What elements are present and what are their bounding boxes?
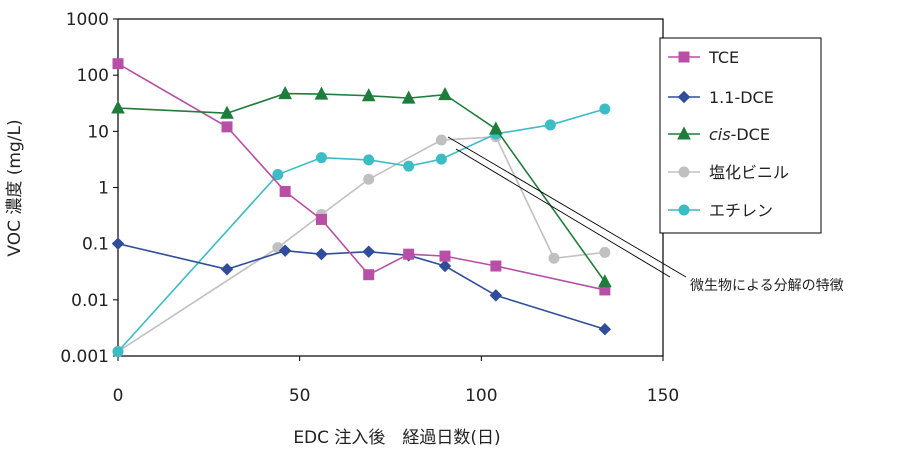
- legend-item: TCE: [668, 48, 739, 67]
- data-point: [490, 260, 502, 272]
- series-2: [111, 237, 612, 336]
- data-point: [315, 213, 327, 225]
- x-tick-label: 100: [465, 386, 497, 406]
- legend-label: TCE: [708, 48, 739, 67]
- legend-marker: [678, 166, 690, 178]
- y-axis-ticks: 0.001 0.01 0.1 1 10 100 1000: [60, 10, 118, 367]
- series-1: [112, 58, 611, 296]
- data-point: [362, 245, 375, 258]
- series-3: [111, 86, 612, 288]
- x-axis-ticks: 0 50 100 150: [113, 356, 679, 406]
- data-point: [599, 103, 611, 115]
- annotation-leader-line: [455, 148, 671, 278]
- data-point: [220, 263, 234, 276]
- y-tick-label: 1000: [66, 10, 109, 30]
- data-point: [403, 160, 415, 172]
- legend-label: 1.1-DCE: [709, 88, 774, 107]
- data-point: [598, 322, 612, 336]
- legend-marker: [677, 126, 691, 140]
- data-point: [598, 274, 612, 288]
- y-tick-label: 1: [98, 179, 109, 199]
- data-point: [112, 58, 124, 70]
- data-point: [278, 244, 292, 257]
- legend-item: 塩化ビニル: [668, 163, 789, 182]
- x-tick-label: 0: [113, 386, 124, 406]
- legend-label: cis-DCE: [709, 125, 770, 144]
- y-tick-label: 0.001: [60, 347, 109, 367]
- x-tick-label: 150: [647, 386, 679, 406]
- legend-marker: [678, 204, 690, 216]
- data-point: [401, 90, 416, 104]
- data-point: [111, 100, 125, 114]
- data-point: [315, 152, 327, 164]
- data-point: [314, 86, 329, 100]
- data-point: [112, 346, 124, 358]
- data-point: [278, 86, 292, 100]
- annotation: 微生物による分解の特徴: [447, 136, 844, 294]
- legend-marker: [678, 51, 690, 63]
- legend-item: エチレン: [668, 201, 773, 220]
- y-tick-label: 0.01: [71, 291, 109, 311]
- data-point: [363, 269, 375, 281]
- data-point: [361, 88, 376, 102]
- y-tick-label: 10: [87, 122, 109, 142]
- y-tick-label: 100: [77, 66, 109, 86]
- x-axis-title: EDC 注入後 経過日数(日): [293, 428, 500, 448]
- data-point: [544, 119, 556, 131]
- data-point: [220, 105, 234, 119]
- legend-label: 塩化ビニル: [709, 163, 789, 182]
- legend-item: 1.1-DCE: [668, 88, 774, 107]
- annotation-label: 微生物による分解の特徴: [690, 278, 844, 294]
- data-point: [363, 154, 375, 166]
- data-point: [489, 289, 503, 302]
- data-point: [439, 250, 451, 262]
- data-point: [435, 134, 447, 146]
- data-point: [111, 237, 125, 250]
- series-layer: [111, 58, 612, 358]
- x-tick-label: 50: [289, 386, 311, 406]
- data-point: [403, 248, 415, 260]
- data-point: [279, 185, 291, 197]
- data-point: [363, 173, 375, 185]
- data-point: [221, 121, 233, 133]
- data-point: [489, 121, 503, 135]
- data-point: [599, 246, 611, 258]
- plot-area: [117, 18, 664, 357]
- series-5: [112, 103, 611, 358]
- series-line: [117, 135, 605, 353]
- legend-item: cis-DCE: [668, 125, 770, 144]
- y-axis-title: VOC 濃度 (mg/L): [5, 119, 25, 256]
- legend-marker: [677, 90, 691, 104]
- annotation-leader-line: [447, 136, 687, 278]
- data-point: [315, 247, 328, 261]
- data-point: [438, 259, 452, 273]
- data-point: [272, 169, 284, 181]
- legend-label: エチレン: [709, 201, 773, 220]
- data-point: [438, 87, 452, 101]
- data-point: [548, 252, 560, 264]
- data-point: [435, 153, 447, 165]
- y-tick-label: 0.1: [82, 235, 109, 255]
